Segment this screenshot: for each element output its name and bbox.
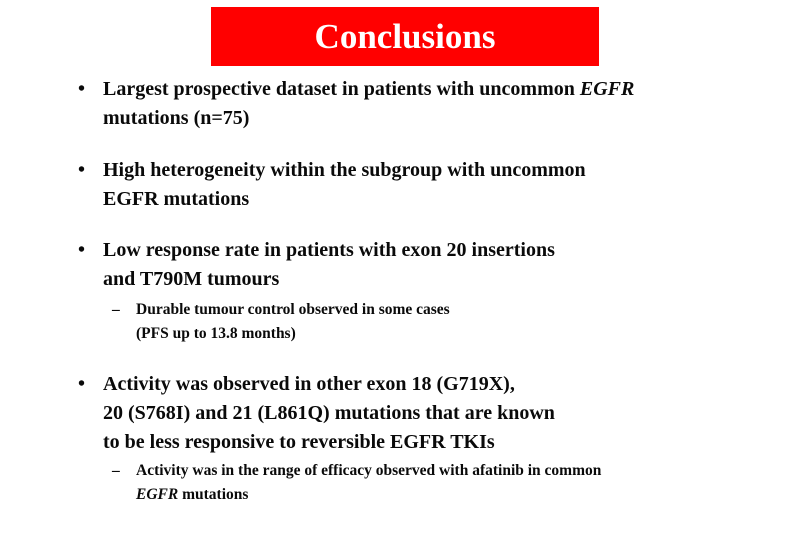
- sub-bullet-dash: –: [112, 301, 120, 318]
- sub-bullet-4-line-1: Activity was in the range of efficacy ob…: [136, 462, 602, 479]
- bullet-dot: •: [78, 159, 86, 181]
- bullet-1-line-2: mutations (n=75): [103, 107, 250, 129]
- bullet-4-line-1: Activity was observed in other exon 18 (…: [103, 373, 515, 395]
- bullet-1-line-1: Largest prospective dataset in patients …: [78, 75, 634, 104]
- bullet-3: • Low response rate in patients with exo…: [78, 236, 555, 294]
- sub-bullet-dash: –: [112, 462, 120, 479]
- bullet-4: • Activity was observed in other exon 18…: [78, 370, 555, 457]
- sub-bullet-3-line-1: Durable tumour control observed in some …: [136, 301, 450, 318]
- bullet-1-gene-italic: EGFR: [579, 78, 635, 100]
- title-banner: Conclusions: [211, 7, 599, 66]
- bullet-dot: •: [78, 78, 86, 100]
- bullet-4-line-2: 20 (S768I) and 21 (L861Q) mutations that…: [103, 402, 555, 424]
- bullet-3-line-2: and T790M tumours: [103, 268, 280, 290]
- sub-bullet-4-line-2: EGFR mutations: [112, 483, 601, 507]
- bullet-1-text: Largest prospective dataset in patients …: [103, 78, 580, 100]
- slide-title: Conclusions: [314, 17, 496, 56]
- bullet-4-line-3: to be less responsive to reversible EGFR…: [103, 431, 495, 453]
- bullet-dot: •: [78, 373, 86, 395]
- sub-bullet-3-line-2: (PFS up to 13.8 months): [136, 325, 296, 342]
- bullet-2-line-2: EGFR mutations: [103, 188, 250, 210]
- sub-bullet-4-gene-italic: EGFR: [136, 486, 179, 503]
- sub-bullet-3: – Durable tumour control observed in som…: [112, 298, 450, 346]
- bullet-dot: •: [78, 239, 86, 261]
- sub-bullet-4-text: mutations: [178, 486, 249, 503]
- bullet-1: • Largest prospective dataset in patient…: [78, 75, 634, 133]
- bullet-3-line-1: Low response rate in patients with exon …: [103, 239, 555, 261]
- sub-bullet-4: – Activity was in the range of efficacy …: [112, 459, 601, 507]
- bullet-2-line-1: High heterogeneity within the subgroup w…: [103, 159, 586, 181]
- bullet-2: • High heterogeneity within the subgroup…: [78, 156, 586, 214]
